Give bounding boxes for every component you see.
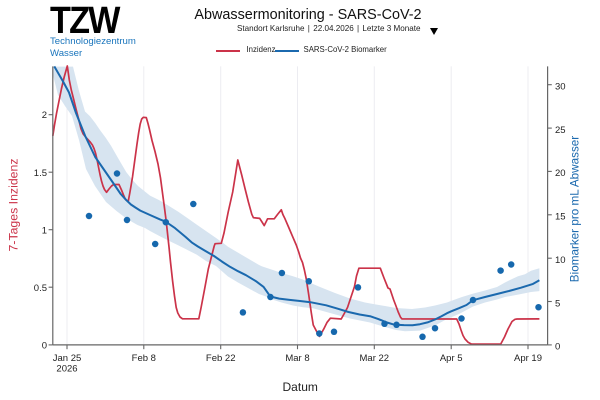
- svg-text:2026: 2026: [56, 364, 77, 375]
- svg-text:Apr 5: Apr 5: [440, 353, 463, 364]
- svg-text:20: 20: [555, 168, 566, 179]
- svg-text:Datum: Datum: [283, 380, 318, 394]
- svg-text:Feb 8: Feb 8: [132, 353, 156, 364]
- svg-text:Mar 8: Mar 8: [285, 353, 309, 364]
- svg-text:7-Tages Inzidenz: 7-Tages Inzidenz: [7, 159, 21, 252]
- svg-text:0: 0: [555, 342, 560, 353]
- svg-text:2: 2: [42, 110, 47, 121]
- svg-text:10: 10: [555, 255, 566, 266]
- svg-text:0: 0: [42, 340, 47, 351]
- svg-text:1.5: 1.5: [34, 168, 47, 179]
- svg-text:0.5: 0.5: [34, 283, 47, 294]
- svg-text:30: 30: [555, 82, 566, 93]
- svg-text:Jan 25: Jan 25: [53, 353, 82, 364]
- svg-text:25: 25: [555, 125, 566, 136]
- svg-text:Apr 19: Apr 19: [514, 353, 542, 364]
- svg-text:5: 5: [555, 298, 560, 309]
- svg-text:15: 15: [555, 212, 566, 223]
- svg-text:Biomarker pro mL Abwasser: Biomarker pro mL Abwasser: [569, 136, 582, 282]
- svg-text:Feb 22: Feb 22: [206, 353, 236, 364]
- svg-text:Mar 22: Mar 22: [360, 353, 390, 364]
- svg-text:1: 1: [42, 225, 47, 236]
